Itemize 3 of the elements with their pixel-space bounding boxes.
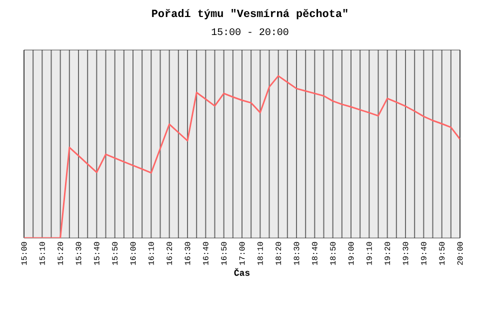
x-axis-title: Čas xyxy=(234,268,250,276)
chart-subtitle: 15:00 - 20:00 xyxy=(212,28,288,36)
chart-title: Pořadí týmu "Vesmírná pěchota" xyxy=(152,9,348,20)
